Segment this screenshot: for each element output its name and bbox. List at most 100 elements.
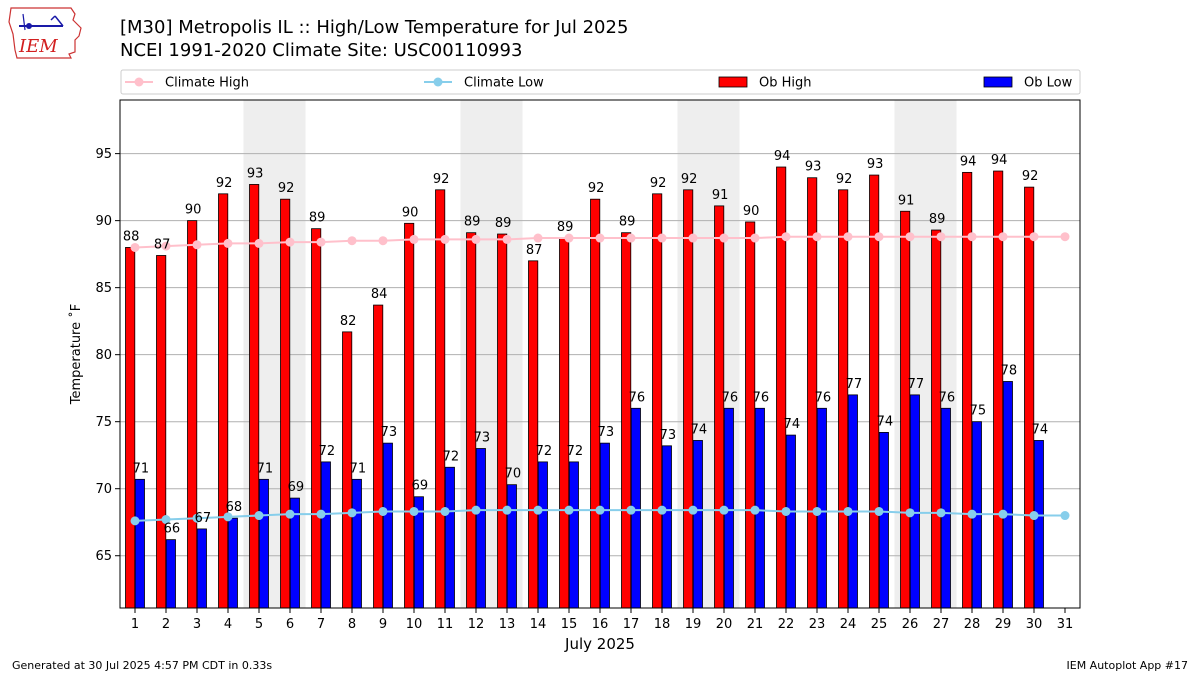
climate-low-point-27 [936,508,946,518]
ob-high-label-20: 91 [712,188,729,203]
climate-low-point-9 [378,506,388,516]
ob-low-legend-label: Ob Low [1024,76,1073,91]
x-tick-label-1: 1 [131,617,139,632]
ob-low-bar-19 [692,440,703,609]
climate-high-point-3 [192,240,202,250]
ob-high-bar-19 [683,189,694,609]
climate-high-point-17 [626,233,636,243]
ob-high-legend-swatch [718,76,748,88]
climate-low-point-8 [347,508,357,518]
ob-low-label-15: 72 [567,444,584,459]
climate-lines [130,232,1070,526]
climate-high-point-22 [781,232,791,242]
ob-high-label-14: 87 [526,243,543,258]
ob-low-bar-3 [196,528,207,609]
x-tick-label-25: 25 [871,617,888,632]
climate-high-point-29 [998,232,1008,242]
ob-high-bar-16 [590,198,601,609]
ob-low-bar-24 [847,394,858,609]
ob-low-bar-1 [134,478,145,609]
ob-low-label-21: 76 [753,390,770,405]
ob-low-label-4: 68 [226,500,243,515]
ob-low-label-16: 73 [598,425,615,440]
y-tick-label-65: 65 [95,549,112,564]
ob-low-bar-2 [165,539,176,609]
ob-high-bar-24 [838,189,849,609]
x-tick-label-2: 2 [162,617,170,632]
ob-high-label-25: 93 [867,157,884,172]
x-tick-label-19: 19 [685,617,702,632]
climate-low-point-3 [192,513,202,523]
x-tick-label-13: 13 [499,617,516,632]
x-tick-label-20: 20 [716,617,733,632]
ob-high-label-21: 90 [743,204,760,219]
climate-high-point-10 [409,234,419,244]
x-tick-label-12: 12 [468,617,485,632]
ob-low-label-27: 76 [939,390,956,405]
ob-low-label-17: 76 [629,390,646,405]
ob-low-label-30: 74 [1032,422,1049,437]
y-tick-label-95: 95 [95,147,112,162]
ob-high-label-30: 92 [1022,169,1039,184]
climate-high-point-16 [595,233,605,243]
climate-low-point-1 [130,516,140,526]
ob-high-label-28: 94 [960,154,977,169]
climate-high-point-8 [347,236,357,246]
iowa-outline [8,7,82,59]
x-tick-label-24: 24 [840,617,857,632]
climate-high-point-5 [254,238,264,248]
ob-high-label-3: 90 [185,203,202,218]
ob-high-bar-7 [311,228,322,609]
x-tick-label-10: 10 [406,617,423,632]
y-tick-label-80: 80 [95,348,112,363]
climate-low-point-11 [440,506,450,516]
chart-title-line2: NCEI 1991-2020 Climate Site: USC00110993 [120,40,523,61]
climate-high-point-14 [533,233,543,243]
climate-low-point-28 [967,509,977,519]
x-tick-label-4: 4 [224,617,232,632]
ob-low-bar-26 [909,394,920,609]
ob-high-bar-15 [559,237,570,609]
climate-low-point-15 [564,505,574,515]
ob-high-label-16: 92 [588,181,605,196]
station-dot [26,23,32,29]
footer-app: IEM Autoplot App #17 [1066,659,1189,672]
climate-high-point-25 [874,232,884,242]
ob-high-label-24: 92 [836,172,853,187]
ob-high-bar-21 [745,221,756,609]
climate-low-point-10 [409,506,419,516]
ob-low-legend-swatch [983,76,1013,88]
climate-low-point-2 [161,515,171,525]
ob-high-label-11: 92 [433,172,450,187]
footer-generated: Generated at 30 Jul 2025 4:57 PM CDT in … [12,659,273,672]
ob-low-bar-4 [227,517,238,609]
climate-high-point-11 [440,234,450,244]
ob-low-label-22: 74 [784,417,801,432]
climate-low-point-4 [223,512,233,522]
ob-low-label-20: 76 [722,390,739,405]
climate-low-point-14 [533,505,543,515]
ob-high-label-7: 89 [309,211,326,226]
x-tick-label-31: 31 [1057,617,1074,632]
climate-high-point-20 [719,233,729,243]
ob-high-bar-4 [218,193,229,609]
ob-low-label-1: 71 [133,461,150,476]
ob-high-bar-13 [497,233,508,609]
ob-high-label-8: 82 [340,314,357,329]
climate-high-point-19 [688,233,698,243]
x-tick-label-16: 16 [592,617,609,632]
ob-low-label-11: 72 [443,449,460,464]
ob-high-bar-9 [373,304,384,609]
climate-high-point-30 [1029,232,1039,242]
ob-low-label-28: 75 [970,404,987,419]
climate-high-point-18 [657,233,667,243]
ob-high-label-2: 87 [154,237,171,252]
climate-high-point-28 [967,232,977,242]
climate-low-point-13 [502,505,512,515]
climate-high-legend-marker [134,77,144,87]
ob-low-bar-8 [351,478,362,609]
x-tick-label-6: 6 [286,617,294,632]
ob-low-bar-27 [940,407,951,609]
